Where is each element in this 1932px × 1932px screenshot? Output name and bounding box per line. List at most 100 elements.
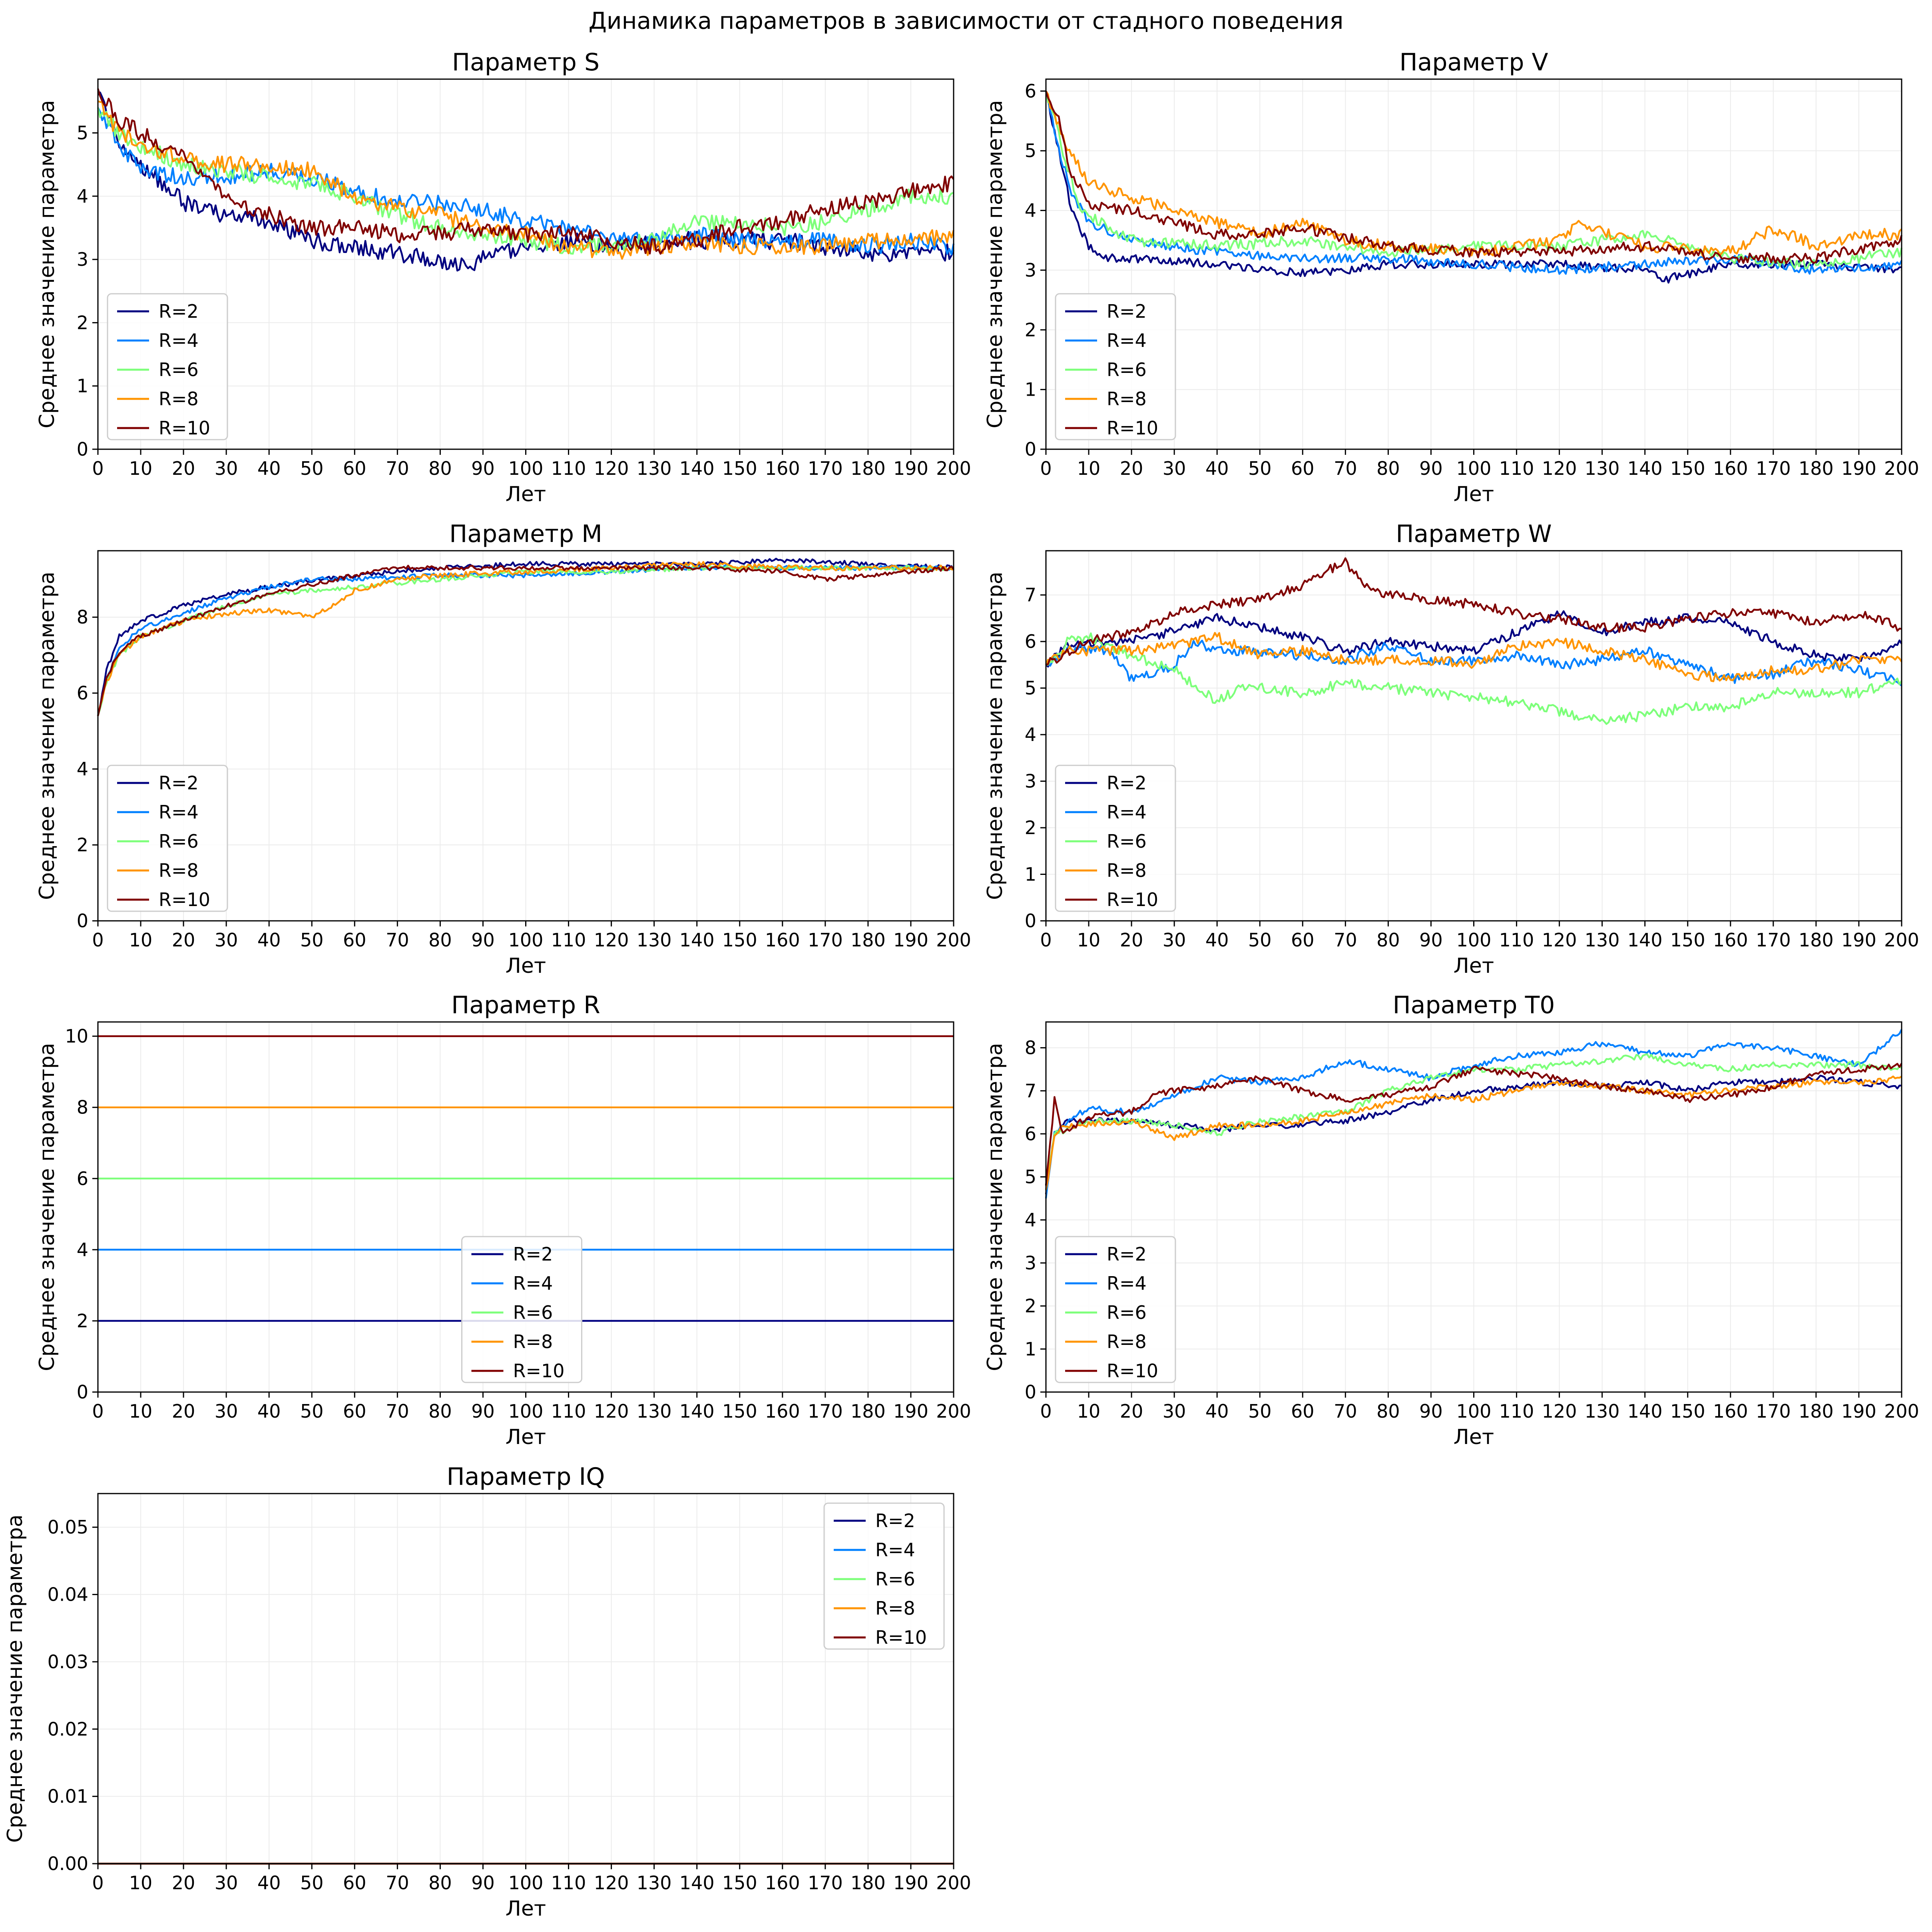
x-tick-label: 30 — [1163, 929, 1186, 951]
series-line-r-2 — [1045, 1074, 1902, 1195]
y-tick-label: 6 — [1025, 80, 1036, 102]
legend-label: R=8 — [875, 1597, 915, 1619]
x-axis-label: Лет — [506, 1425, 546, 1449]
x-tick-label: 20 — [172, 458, 195, 479]
y-tick-label: 3 — [1025, 259, 1036, 281]
x-tick-label: 80 — [428, 929, 452, 951]
x-tick-label: 10 — [129, 1400, 153, 1422]
x-axis-label: Лет — [1454, 482, 1494, 506]
y-tick-label: 3 — [1025, 771, 1036, 792]
x-tick-label: 150 — [722, 1400, 757, 1422]
y-tick-label: 1 — [1025, 379, 1036, 400]
x-tick-label: 60 — [1291, 1400, 1315, 1422]
x-tick-label: 150 — [722, 1872, 757, 1894]
y-tick-label: 0.00 — [48, 1853, 88, 1874]
series-line-r-10 — [97, 88, 954, 255]
chart-panel-7: 0 10 20 30 40 50 60 70 80 90 100 110 120 130 140 150 160… — [3, 1463, 971, 1921]
legend-label: R=2 — [1107, 301, 1147, 322]
chart-title: Параметр R — [451, 991, 600, 1019]
legend-label: R=2 — [875, 1510, 915, 1532]
legend-label: R=2 — [159, 772, 199, 794]
legend-label: R=4 — [159, 330, 199, 351]
legend-label: R=8 — [159, 860, 199, 881]
x-tick-label: 120 — [594, 929, 629, 951]
x-tick-label: 130 — [637, 929, 672, 951]
y-tick-label: 0.03 — [48, 1651, 88, 1673]
series-line-r-2 — [97, 558, 954, 716]
series-line-r-4 — [1045, 1029, 1903, 1199]
x-tick-label: 120 — [1542, 458, 1577, 479]
x-tick-label: 60 — [1291, 458, 1315, 479]
x-tick-label: 0 — [92, 1872, 104, 1894]
legend-label: R=4 — [1107, 1273, 1147, 1294]
x-tick-label: 70 — [1334, 929, 1357, 951]
y-tick-label: 1 — [1025, 1338, 1036, 1360]
x-tick-label: 190 — [893, 458, 928, 479]
x-tick-label: 120 — [594, 458, 629, 479]
legend-box — [1055, 765, 1176, 912]
x-tick-label: 100 — [508, 458, 544, 479]
y-tick-label: 6 — [1025, 631, 1036, 652]
x-tick-label: 170 — [1756, 929, 1791, 951]
chart-panel-5: 0 10 20 30 40 50 60 70 80 90 100 110 120 130 140 150 160… — [35, 991, 971, 1449]
x-tick-label: 110 — [551, 458, 586, 479]
legend-label: R=6 — [159, 359, 199, 380]
legend-label: R=8 — [1107, 388, 1147, 410]
legend-label: R=2 — [513, 1243, 553, 1265]
x-tick-label: 120 — [1542, 929, 1577, 951]
y-axis-label: Среднее значение параметра — [35, 572, 59, 900]
x-tick-label: 100 — [1456, 929, 1492, 951]
x-tick-label: 50 — [300, 458, 324, 479]
legend-box — [461, 1236, 582, 1383]
x-tick-label: 140 — [1627, 1400, 1663, 1422]
x-tick-label: 70 — [386, 458, 409, 479]
legend: R=2 R=4 R=6 R=8 R=10 — [461, 1236, 582, 1383]
y-tick-label: 10 — [65, 1026, 88, 1047]
y-axis-label: Среднее значение параметра — [983, 1043, 1007, 1371]
chart-panel-2: 0 10 20 30 40 50 60 70 80 90 100 110 120 130 140 150 160… — [983, 48, 1919, 506]
x-tick-label: 180 — [850, 1400, 886, 1422]
y-tick-label: 4 — [1025, 724, 1036, 745]
legend-label: R=4 — [1107, 801, 1147, 823]
legend-box — [107, 293, 228, 440]
x-tick-label: 170 — [808, 1872, 843, 1894]
series-line-r-8 — [1045, 1076, 1902, 1190]
x-tick-label: 180 — [850, 929, 886, 951]
x-tick-label: 140 — [679, 458, 715, 479]
x-tick-label: 10 — [129, 929, 153, 951]
legend-label: R=10 — [159, 889, 210, 910]
y-axis-label: Среднее значение параметра — [35, 100, 59, 428]
x-tick-label: 130 — [637, 1400, 672, 1422]
y-tick-label: 2 — [1025, 319, 1036, 341]
x-tick-label: 120 — [1542, 1400, 1577, 1422]
y-tick-label: 0.05 — [48, 1516, 88, 1538]
y-tick-label: 6 — [77, 682, 88, 704]
legend-label: R=10 — [1107, 1360, 1158, 1382]
y-axis-label: Среднее значение параметра — [983, 572, 1007, 900]
x-tick-label: 20 — [1120, 458, 1143, 479]
x-tick-label: 150 — [722, 458, 757, 479]
x-tick-label: 20 — [172, 1872, 195, 1894]
x-tick-label: 190 — [1841, 1400, 1876, 1422]
x-tick-label: 30 — [215, 458, 238, 479]
legend-label: R=10 — [1107, 889, 1158, 910]
legend: R=2 R=4 R=6 R=8 R=10 — [107, 293, 228, 440]
x-tick-label: 200 — [936, 929, 971, 951]
x-tick-label: 150 — [1670, 929, 1705, 951]
y-tick-label: 0 — [77, 438, 88, 460]
x-tick-label: 160 — [1713, 929, 1748, 951]
y-tick-label: 8 — [1025, 1037, 1036, 1059]
x-tick-label: 100 — [1456, 1400, 1492, 1422]
y-tick-label: 2 — [1025, 817, 1036, 839]
x-tick-label: 90 — [1419, 929, 1443, 951]
y-tick-label: 8 — [77, 606, 88, 628]
x-tick-label: 180 — [850, 1872, 886, 1894]
y-tick-label: 1 — [1025, 864, 1036, 885]
y-tick-label: 2 — [1025, 1295, 1036, 1317]
x-tick-label: 0 — [1040, 458, 1052, 479]
chart-title: Параметр M — [449, 520, 602, 548]
series-line-r-6 — [97, 107, 954, 255]
y-tick-label: 7 — [1025, 584, 1036, 606]
x-tick-label: 40 — [1205, 929, 1229, 951]
x-tick-label: 50 — [300, 929, 324, 951]
